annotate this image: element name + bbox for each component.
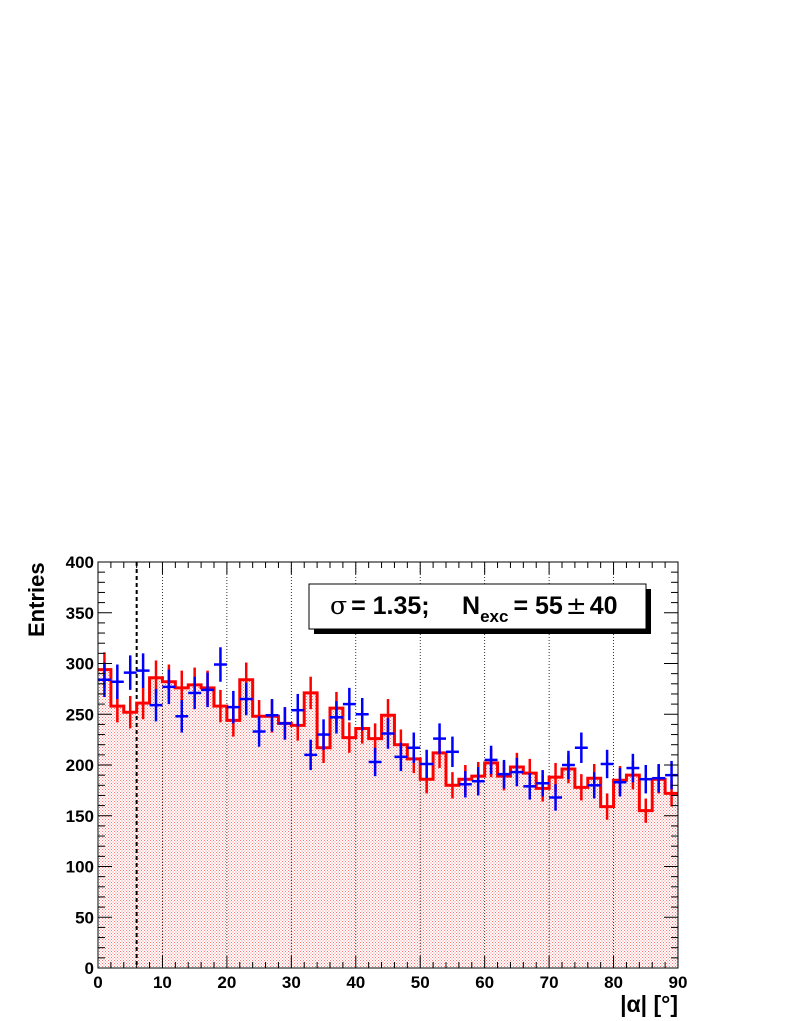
legend-frame <box>308 583 647 630</box>
y-tick-label: 350 <box>66 604 94 623</box>
x-axis-label: |α| [°] <box>620 991 678 1017</box>
x-tick-label: 50 <box>411 973 430 992</box>
x-tick-label: 30 <box>282 973 301 992</box>
background-hatched-fill <box>98 669 678 968</box>
x-tick-label: 90 <box>669 973 688 992</box>
legend-sigma: σ = 1.35; <box>330 591 430 620</box>
y-axis-label: Entries <box>24 562 49 637</box>
background-histogram-line <box>98 668 678 813</box>
legend-box: σ = 1.35; Nexc = 55 ±40 <box>308 583 651 634</box>
y-tick-label: 250 <box>66 705 94 724</box>
x-tick-label: 70 <box>540 973 559 992</box>
y-tick-label: 0 <box>85 959 94 978</box>
y-tick-label: 400 <box>66 553 94 572</box>
x-tick-label: 10 <box>153 973 172 992</box>
background-fill-area <box>98 669 678 968</box>
y-tick-label: 200 <box>66 756 94 775</box>
x-tick-label: 0 <box>93 973 102 992</box>
y-tick-label: 50 <box>75 908 94 927</box>
y-tick-label: 100 <box>66 858 94 877</box>
legend-nexc: Nexc = 55 ±40 <box>462 591 618 626</box>
y-tick-label: 150 <box>66 807 94 826</box>
y-tick-label: 300 <box>66 655 94 674</box>
x-tick-label: 20 <box>217 973 236 992</box>
x-axis: 0 10 20 30 40 50 60 70 80 90 <box>93 562 687 992</box>
x-tick-label: 60 <box>475 973 494 992</box>
x-tick-label: 40 <box>346 973 365 992</box>
y-axis: 0 50 100 150 200 250 300 350 400 <box>66 553 678 978</box>
x-tick-label: 80 <box>604 973 623 992</box>
